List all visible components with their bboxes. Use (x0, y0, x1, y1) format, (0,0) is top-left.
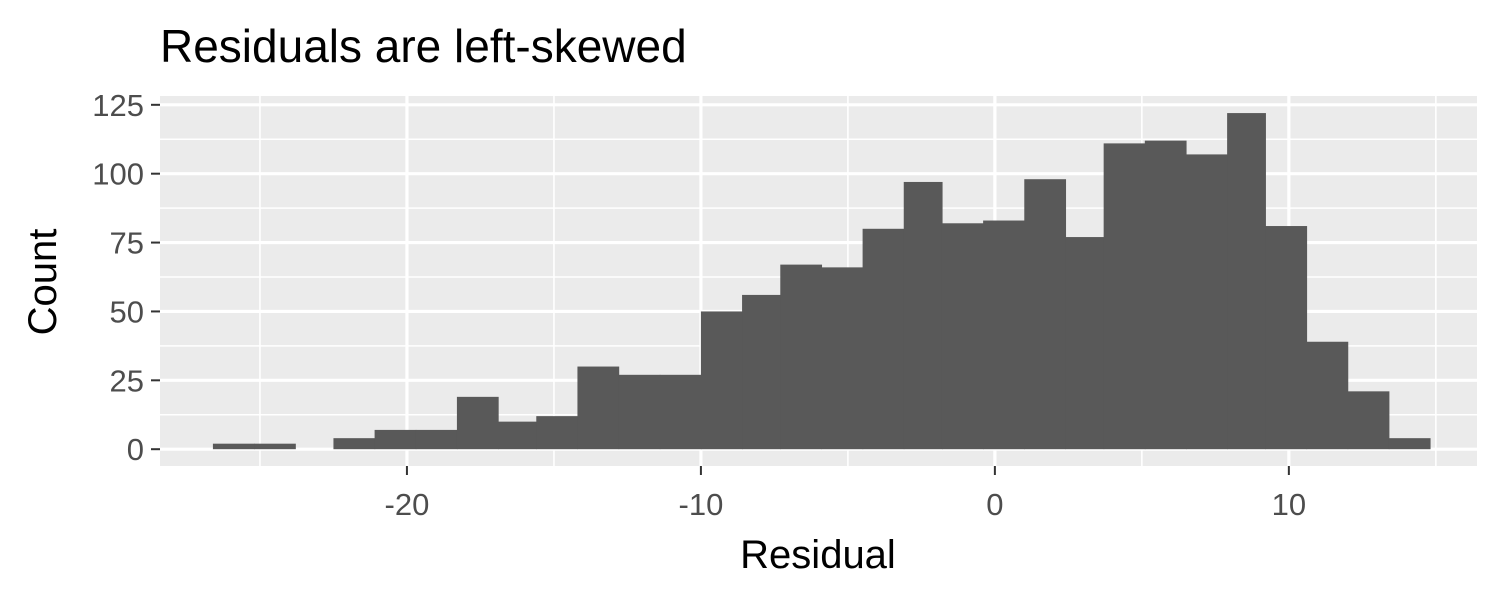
histogram-bar (780, 264, 823, 450)
histogram-bar (1065, 237, 1105, 450)
histogram-bar (1144, 140, 1187, 450)
histogram-bars (212, 113, 1431, 450)
histogram-bar (254, 443, 296, 450)
x-tick-label: -20 (385, 487, 430, 522)
chart-title: Residuals are left-skewed (160, 20, 687, 72)
histogram-bar (212, 443, 255, 450)
histogram-bar (821, 267, 864, 450)
y-tick-label: 0 (127, 432, 144, 467)
histogram-bar (700, 311, 743, 450)
histogram-bar (1185, 154, 1228, 450)
histogram-bar (498, 421, 537, 450)
histogram-bar (374, 429, 417, 450)
histogram-bar (941, 223, 984, 450)
y-axis: 0 25 50 75 100 125 (92, 88, 160, 467)
histogram-bar (415, 429, 458, 450)
histogram-bar (1103, 143, 1146, 450)
histogram-bar (983, 220, 1025, 450)
x-tick-label: 0 (986, 487, 1003, 522)
histogram-bar (333, 438, 376, 450)
histogram-bar (1265, 226, 1308, 450)
x-axis-title: Residual (740, 533, 896, 577)
x-tick-label: -10 (679, 487, 724, 522)
histogram-bar (1388, 438, 1431, 450)
y-tick-label: 100 (92, 157, 144, 192)
histogram-bar (1347, 391, 1390, 450)
histogram-bar (618, 374, 661, 450)
y-tick-label: 75 (110, 226, 144, 261)
histogram-bar (659, 374, 702, 450)
histogram-bar (577, 366, 620, 450)
y-tick-label: 25 (110, 363, 144, 398)
histogram-bar (1306, 341, 1349, 450)
histogram-bar (742, 294, 781, 450)
x-axis: -20 -10 0 10 (385, 466, 1306, 522)
y-tick-label: 50 (110, 294, 144, 329)
histogram-bar (456, 396, 499, 450)
y-axis-title: Count (21, 229, 65, 336)
histogram-bar (1024, 179, 1067, 450)
y-tick-label: 125 (92, 88, 144, 123)
x-tick-label: 10 (1272, 487, 1306, 522)
histogram-bar (862, 228, 905, 450)
histogram-bar (536, 416, 579, 450)
histogram-bar (903, 181, 943, 450)
histogram-bar (1227, 113, 1266, 450)
